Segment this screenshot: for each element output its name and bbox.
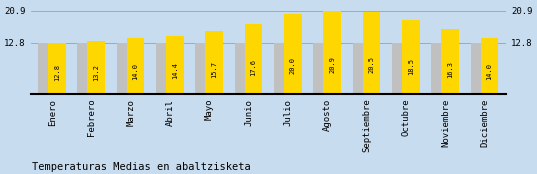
Text: 15.7: 15.7 [211, 61, 217, 78]
Bar [38, 43, 49, 94]
Text: 16.3: 16.3 [447, 61, 453, 78]
Bar [481, 38, 498, 94]
Text: 20.0: 20.0 [290, 57, 296, 74]
Bar [48, 43, 66, 94]
Bar [88, 41, 105, 94]
Text: 14.4: 14.4 [172, 62, 178, 80]
Text: 14.0: 14.0 [487, 63, 492, 80]
Bar [431, 43, 442, 94]
Bar [470, 43, 482, 94]
Bar [353, 43, 364, 94]
Bar [392, 43, 403, 94]
Text: 20.5: 20.5 [368, 56, 374, 73]
Text: 14.0: 14.0 [133, 63, 139, 80]
Bar [441, 29, 459, 94]
Bar [205, 31, 223, 94]
Bar [77, 43, 89, 94]
Text: 17.6: 17.6 [251, 59, 257, 76]
Text: 20.9: 20.9 [329, 56, 335, 73]
Bar [156, 43, 167, 94]
Bar [117, 43, 128, 94]
Bar [195, 43, 206, 94]
Bar [166, 36, 184, 94]
Bar [245, 24, 263, 94]
Bar [314, 43, 324, 94]
Bar [284, 14, 302, 94]
Text: Temperaturas Medias en abaltzisketa: Temperaturas Medias en abaltzisketa [32, 162, 251, 172]
Text: 18.5: 18.5 [408, 58, 414, 75]
Bar [362, 12, 380, 94]
Bar [127, 38, 144, 94]
Text: 13.2: 13.2 [93, 64, 99, 81]
Text: 12.8: 12.8 [54, 64, 60, 81]
Bar [274, 43, 285, 94]
Bar [235, 43, 246, 94]
Bar [402, 20, 420, 94]
Bar [323, 11, 341, 94]
